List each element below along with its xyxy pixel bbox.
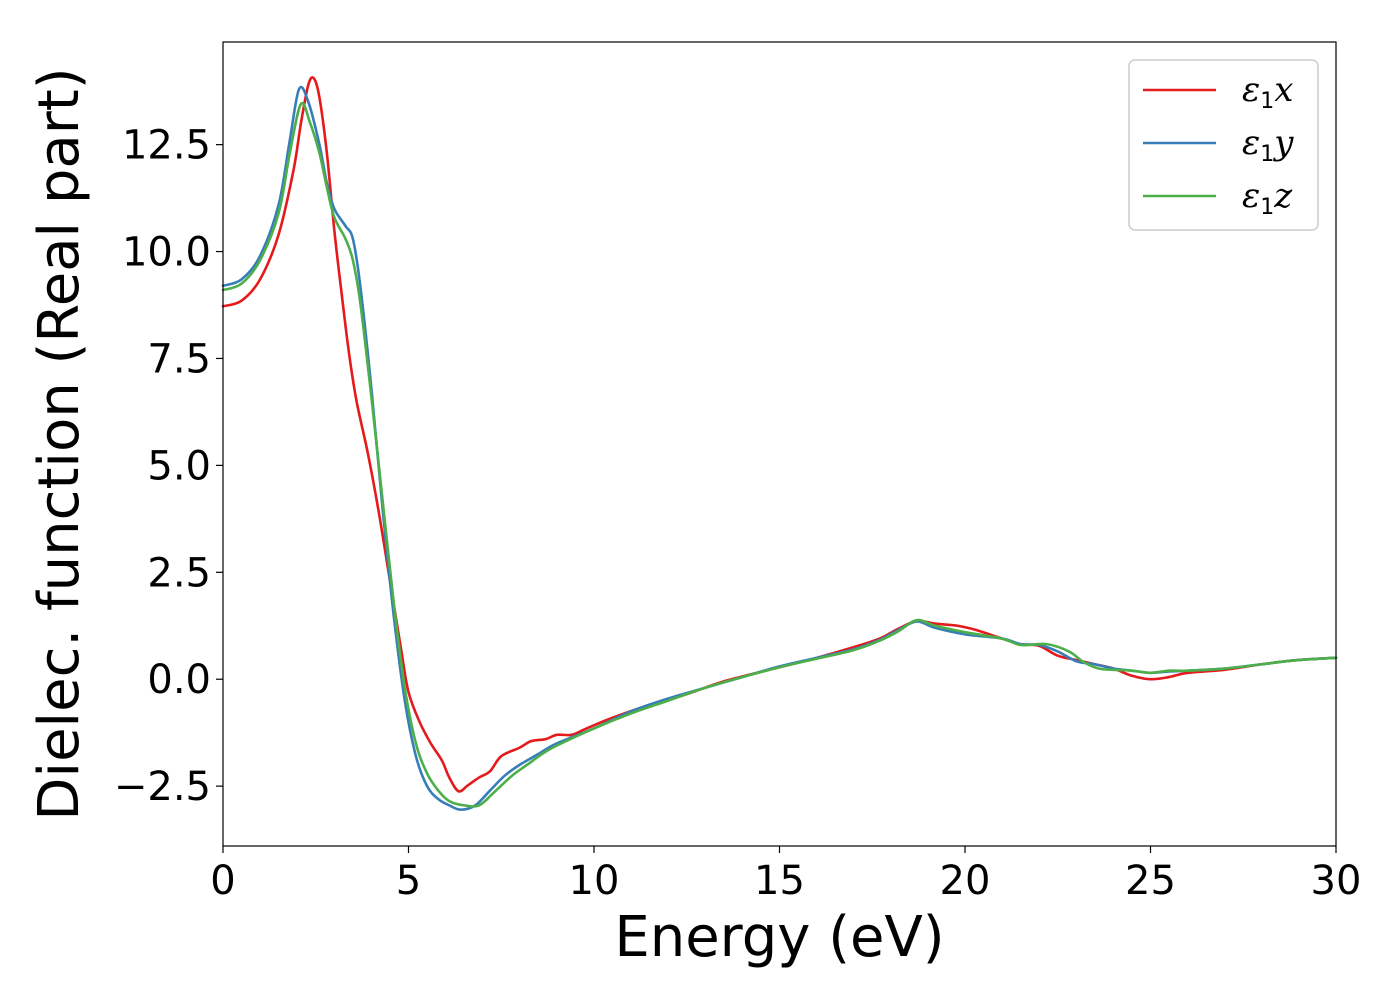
legend: ε1x ε1y ε1z: [1128, 59, 1319, 231]
series-line-z: [221, 101, 1338, 808]
x-tick-label: 0: [210, 858, 235, 904]
x-tick-label: 20: [940, 858, 991, 904]
x-tick-label: 25: [1125, 858, 1176, 904]
ticks-layer: 0 5 10 15 20 25 30 −2.5 0.0 2.5 5.0 7.5 10.0 12.5: [114, 123, 1362, 904]
legend-label-y: ε1y: [1242, 123, 1294, 167]
y-tick-label: 5.0: [147, 443, 211, 489]
x-tick-label: 15: [754, 858, 805, 904]
legend-label-z: ε1z: [1242, 176, 1293, 220]
x-tick-label: 5: [396, 858, 421, 904]
y-tick-label: 2.5: [147, 550, 211, 596]
y-tick-label: −2.5: [114, 764, 211, 810]
y-axis-label: Dielec. function (Real part): [27, 67, 92, 820]
x-tick-label: 10: [569, 858, 620, 904]
x-axis-label: Energy (eV): [614, 905, 944, 970]
y-tick-label: 10.0: [122, 230, 211, 276]
series-layer: [221, 76, 1338, 811]
y-tick-label: 7.5: [147, 336, 211, 382]
legend-label-x: ε1x: [1242, 70, 1293, 114]
y-tick-label: 12.5: [122, 123, 211, 169]
y-tick-label: 0.0: [147, 657, 211, 703]
legend-box: [1128, 59, 1319, 231]
x-tick-label: 30: [1311, 858, 1362, 904]
